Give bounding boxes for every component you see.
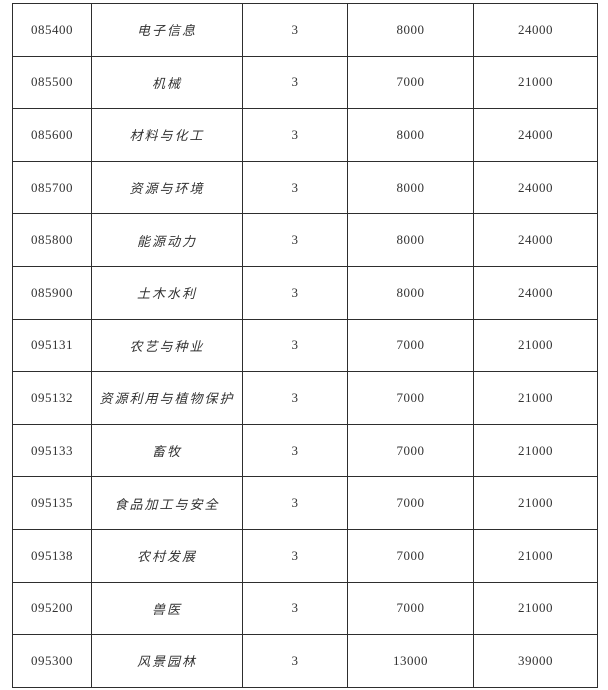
table-row: 095135 食品加工与安全 3 7000 21000 — [12, 476, 598, 530]
tuition-total-cell: 21000 — [473, 318, 598, 373]
tuition-total-cell: 24000 — [473, 108, 598, 162]
program-name-cell: 资源利用与植物保护 — [91, 371, 243, 425]
duration-years-cell: 3 — [242, 634, 348, 688]
program-name-cell: 风景园林 — [91, 634, 243, 688]
tuition-table: 085400 电子信息 3 8000 24000 085500 机械 3 700… — [12, 3, 598, 688]
program-code-cell: 095131 — [12, 318, 92, 373]
table-row: 085500 机械 3 7000 21000 — [12, 55, 598, 110]
duration-years-cell: 3 — [242, 213, 348, 267]
tuition-total-cell: 24000 — [473, 265, 598, 320]
program-code-cell: 085400 — [12, 3, 92, 57]
program-name-cell: 农艺与种业 — [91, 318, 243, 373]
program-name-cell: 材料与化工 — [91, 108, 243, 162]
tuition-total-cell: 24000 — [473, 213, 598, 267]
program-code-cell: 095200 — [12, 581, 92, 636]
program-code-cell: 095138 — [12, 528, 92, 583]
table-row: 085900 土木水利 3 8000 24000 — [12, 265, 598, 320]
duration-years-cell: 3 — [242, 108, 348, 162]
program-name-cell: 资源与环境 — [91, 160, 243, 215]
duration-years-cell: 3 — [242, 55, 348, 110]
table-row: 095133 畜牧 3 7000 21000 — [12, 423, 598, 478]
table-row: 095138 农村发展 3 7000 21000 — [12, 528, 598, 583]
duration-years-cell: 3 — [242, 318, 348, 373]
table-row: 085800 能源动力 3 8000 24000 — [12, 213, 598, 267]
tuition-per-year-cell: 7000 — [347, 318, 474, 373]
duration-years-cell: 3 — [242, 265, 348, 320]
tuition-per-year-cell: 13000 — [347, 634, 474, 688]
program-code-cell: 095135 — [12, 476, 92, 530]
program-code-cell: 095300 — [12, 634, 92, 688]
tuition-total-cell: 21000 — [473, 55, 598, 110]
tuition-per-year-cell: 7000 — [347, 371, 474, 425]
program-name-cell: 兽医 — [91, 581, 243, 636]
tuition-per-year-cell: 7000 — [347, 55, 474, 110]
program-name-cell: 畜牧 — [91, 423, 243, 478]
program-code-cell: 085600 — [12, 108, 92, 162]
tuition-per-year-cell: 8000 — [347, 160, 474, 215]
program-name-cell: 农村发展 — [91, 528, 243, 583]
tuition-per-year-cell: 7000 — [347, 476, 474, 530]
tuition-total-cell: 21000 — [473, 476, 598, 530]
table-row: 095200 兽医 3 7000 21000 — [12, 581, 598, 636]
tuition-total-cell: 24000 — [473, 3, 598, 57]
program-code-cell: 085700 — [12, 160, 92, 215]
duration-years-cell: 3 — [242, 528, 348, 583]
tuition-per-year-cell: 8000 — [347, 108, 474, 162]
tuition-per-year-cell: 8000 — [347, 265, 474, 320]
program-code-cell: 095133 — [12, 423, 92, 478]
tuition-per-year-cell: 7000 — [347, 581, 474, 636]
program-name-cell: 电子信息 — [91, 3, 243, 57]
program-code-cell: 085900 — [12, 265, 92, 320]
duration-years-cell: 3 — [242, 160, 348, 215]
program-code-cell: 095132 — [12, 371, 92, 425]
program-name-cell: 土木水利 — [91, 265, 243, 320]
table-row: 085700 资源与环境 3 8000 24000 — [12, 160, 598, 215]
duration-years-cell: 3 — [242, 423, 348, 478]
program-name-cell: 能源动力 — [91, 213, 243, 267]
tuition-table-body: 085400 电子信息 3 8000 24000 085500 机械 3 700… — [12, 3, 598, 688]
program-name-cell: 食品加工与安全 — [91, 476, 243, 530]
program-name-cell: 机械 — [91, 55, 243, 110]
tuition-per-year-cell: 8000 — [347, 3, 474, 57]
table-row: 095131 农艺与种业 3 7000 21000 — [12, 318, 598, 373]
duration-years-cell: 3 — [242, 371, 348, 425]
tuition-per-year-cell: 8000 — [347, 213, 474, 267]
tuition-total-cell: 24000 — [473, 160, 598, 215]
table-row: 085400 电子信息 3 8000 24000 — [12, 3, 598, 57]
tuition-total-cell: 21000 — [473, 371, 598, 425]
tuition-per-year-cell: 7000 — [347, 423, 474, 478]
tuition-total-cell: 21000 — [473, 581, 598, 636]
duration-years-cell: 3 — [242, 476, 348, 530]
tuition-per-year-cell: 7000 — [347, 528, 474, 583]
table-row: 095300 风景园林 3 13000 39000 — [12, 634, 598, 688]
program-code-cell: 085500 — [12, 55, 92, 110]
duration-years-cell: 3 — [242, 581, 348, 636]
tuition-total-cell: 39000 — [473, 634, 598, 688]
tuition-total-cell: 21000 — [473, 423, 598, 478]
duration-years-cell: 3 — [242, 3, 348, 57]
tuition-total-cell: 21000 — [473, 528, 598, 583]
table-row: 085600 材料与化工 3 8000 24000 — [12, 108, 598, 162]
program-code-cell: 085800 — [12, 213, 92, 267]
table-row: 095132 资源利用与植物保护 3 7000 21000 — [12, 371, 598, 425]
